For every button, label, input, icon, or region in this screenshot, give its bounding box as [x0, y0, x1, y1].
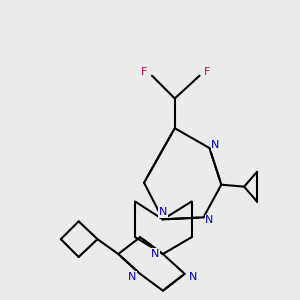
Text: N: N	[205, 215, 214, 225]
Text: F: F	[141, 67, 147, 77]
Text: N: N	[188, 272, 197, 282]
Text: N: N	[128, 272, 136, 282]
Text: N: N	[159, 207, 167, 218]
Text: N: N	[151, 249, 159, 259]
Text: F: F	[204, 67, 211, 77]
Text: N: N	[211, 140, 220, 150]
